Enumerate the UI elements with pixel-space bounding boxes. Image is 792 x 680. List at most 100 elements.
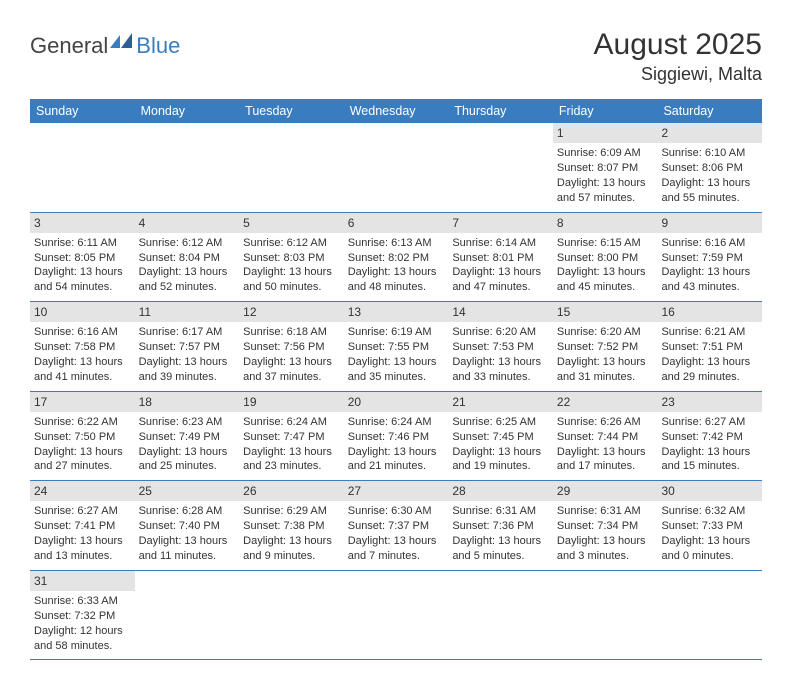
sunrise-text: Sunrise: 6:21 AM: [661, 325, 758, 340]
calendar-cell: [448, 571, 553, 660]
calendar-cell: 20Sunrise: 6:24 AMSunset: 7:46 PMDayligh…: [344, 392, 449, 481]
day-number: 28: [448, 481, 553, 501]
calendar-cell: 28Sunrise: 6:31 AMSunset: 7:36 PMDayligh…: [448, 481, 553, 570]
sunrise-text: Sunrise: 6:12 AM: [243, 236, 340, 251]
weekday-header: Wednesday: [344, 99, 449, 123]
day-number: 9: [657, 213, 762, 233]
calendar-cell: 25Sunrise: 6:28 AMSunset: 7:40 PMDayligh…: [135, 481, 240, 570]
logo-text-general: General: [30, 33, 108, 59]
daylight-text: Daylight: 13 hours and 33 minutes.: [452, 355, 549, 385]
sunset-text: Sunset: 7:40 PM: [139, 519, 236, 534]
calendar-cell: [344, 571, 449, 660]
sunrise-text: Sunrise: 6:14 AM: [452, 236, 549, 251]
daylight-text: Daylight: 13 hours and 9 minutes.: [243, 534, 340, 564]
calendar-cell: [239, 123, 344, 212]
weekday-header: Thursday: [448, 99, 553, 123]
month-title: August 2025: [594, 28, 762, 62]
day-number: 21: [448, 392, 553, 412]
logo-text-blue: Blue: [136, 33, 180, 59]
logo: General Blue: [30, 28, 180, 59]
calendar-cell: 1Sunrise: 6:09 AMSunset: 8:07 PMDaylight…: [553, 123, 658, 212]
daylight-text: Daylight: 13 hours and 15 minutes.: [661, 445, 758, 475]
sunrise-text: Sunrise: 6:27 AM: [34, 504, 131, 519]
day-number: 20: [344, 392, 449, 412]
calendar-row: 17Sunrise: 6:22 AMSunset: 7:50 PMDayligh…: [30, 392, 762, 482]
day-number: 17: [30, 392, 135, 412]
daylight-text: Daylight: 13 hours and 35 minutes.: [348, 355, 445, 385]
calendar-cell: 6Sunrise: 6:13 AMSunset: 8:02 PMDaylight…: [344, 213, 449, 302]
weekday-header: Tuesday: [239, 99, 344, 123]
calendar-cell: 21Sunrise: 6:25 AMSunset: 7:45 PMDayligh…: [448, 392, 553, 481]
sunrise-text: Sunrise: 6:12 AM: [139, 236, 236, 251]
daylight-text: Daylight: 13 hours and 57 minutes.: [557, 176, 654, 206]
sunset-text: Sunset: 8:04 PM: [139, 251, 236, 266]
sunset-text: Sunset: 7:36 PM: [452, 519, 549, 534]
calendar-cell: [135, 571, 240, 660]
sunrise-text: Sunrise: 6:17 AM: [139, 325, 236, 340]
calendar-cell: 5Sunrise: 6:12 AMSunset: 8:03 PMDaylight…: [239, 213, 344, 302]
daylight-text: Daylight: 13 hours and 7 minutes.: [348, 534, 445, 564]
sunset-text: Sunset: 8:03 PM: [243, 251, 340, 266]
day-number: 7: [448, 213, 553, 233]
sunset-text: Sunset: 7:57 PM: [139, 340, 236, 355]
day-number: 23: [657, 392, 762, 412]
calendar-cell: [448, 123, 553, 212]
sunrise-text: Sunrise: 6:32 AM: [661, 504, 758, 519]
calendar-cell: [135, 123, 240, 212]
weekday-header: Friday: [553, 99, 658, 123]
weekday-header: Saturday: [657, 99, 762, 123]
sunset-text: Sunset: 7:55 PM: [348, 340, 445, 355]
calendar-cell: 3Sunrise: 6:11 AMSunset: 8:05 PMDaylight…: [30, 213, 135, 302]
flag-icon: [110, 32, 136, 53]
daylight-text: Daylight: 13 hours and 25 minutes.: [139, 445, 236, 475]
daylight-text: Daylight: 13 hours and 0 minutes.: [661, 534, 758, 564]
sunrise-text: Sunrise: 6:29 AM: [243, 504, 340, 519]
sunset-text: Sunset: 7:52 PM: [557, 340, 654, 355]
sunset-text: Sunset: 8:01 PM: [452, 251, 549, 266]
daylight-text: Daylight: 13 hours and 31 minutes.: [557, 355, 654, 385]
sunrise-text: Sunrise: 6:16 AM: [34, 325, 131, 340]
daylight-text: Daylight: 13 hours and 11 minutes.: [139, 534, 236, 564]
calendar-cell: 4Sunrise: 6:12 AMSunset: 8:04 PMDaylight…: [135, 213, 240, 302]
day-number: 31: [30, 571, 135, 591]
sunset-text: Sunset: 7:49 PM: [139, 430, 236, 445]
calendar-cell: 24Sunrise: 6:27 AMSunset: 7:41 PMDayligh…: [30, 481, 135, 570]
calendar-cell: [553, 571, 658, 660]
sunset-text: Sunset: 7:56 PM: [243, 340, 340, 355]
day-number: 11: [135, 302, 240, 322]
daylight-text: Daylight: 13 hours and 5 minutes.: [452, 534, 549, 564]
calendar-row: 24Sunrise: 6:27 AMSunset: 7:41 PMDayligh…: [30, 481, 762, 571]
day-number: 29: [553, 481, 658, 501]
daylight-text: Daylight: 13 hours and 55 minutes.: [661, 176, 758, 206]
day-number: 6: [344, 213, 449, 233]
calendar-row: 1Sunrise: 6:09 AMSunset: 8:07 PMDaylight…: [30, 123, 762, 213]
calendar-cell: 19Sunrise: 6:24 AMSunset: 7:47 PMDayligh…: [239, 392, 344, 481]
day-number: 30: [657, 481, 762, 501]
sunrise-text: Sunrise: 6:26 AM: [557, 415, 654, 430]
day-number: 18: [135, 392, 240, 412]
daylight-text: Daylight: 13 hours and 52 minutes.: [139, 265, 236, 295]
calendar-cell: 8Sunrise: 6:15 AMSunset: 8:00 PMDaylight…: [553, 213, 658, 302]
sunset-text: Sunset: 7:51 PM: [661, 340, 758, 355]
calendar-cell: 17Sunrise: 6:22 AMSunset: 7:50 PMDayligh…: [30, 392, 135, 481]
day-number: 24: [30, 481, 135, 501]
day-number: 2: [657, 123, 762, 143]
daylight-text: Daylight: 13 hours and 29 minutes.: [661, 355, 758, 385]
day-number: 27: [344, 481, 449, 501]
calendar-cell: [657, 571, 762, 660]
calendar-cell: 12Sunrise: 6:18 AMSunset: 7:56 PMDayligh…: [239, 302, 344, 391]
sunrise-text: Sunrise: 6:33 AM: [34, 594, 131, 609]
calendar-cell: [30, 123, 135, 212]
sunrise-text: Sunrise: 6:19 AM: [348, 325, 445, 340]
daylight-text: Daylight: 13 hours and 19 minutes.: [452, 445, 549, 475]
sunrise-text: Sunrise: 6:10 AM: [661, 146, 758, 161]
calendar-cell: 10Sunrise: 6:16 AMSunset: 7:58 PMDayligh…: [30, 302, 135, 391]
sunset-text: Sunset: 7:47 PM: [243, 430, 340, 445]
sunrise-text: Sunrise: 6:09 AM: [557, 146, 654, 161]
sunset-text: Sunset: 7:38 PM: [243, 519, 340, 534]
day-number: 15: [553, 302, 658, 322]
sunrise-text: Sunrise: 6:22 AM: [34, 415, 131, 430]
sunrise-text: Sunrise: 6:28 AM: [139, 504, 236, 519]
calendar-row: 10Sunrise: 6:16 AMSunset: 7:58 PMDayligh…: [30, 302, 762, 392]
calendar-cell: [239, 571, 344, 660]
